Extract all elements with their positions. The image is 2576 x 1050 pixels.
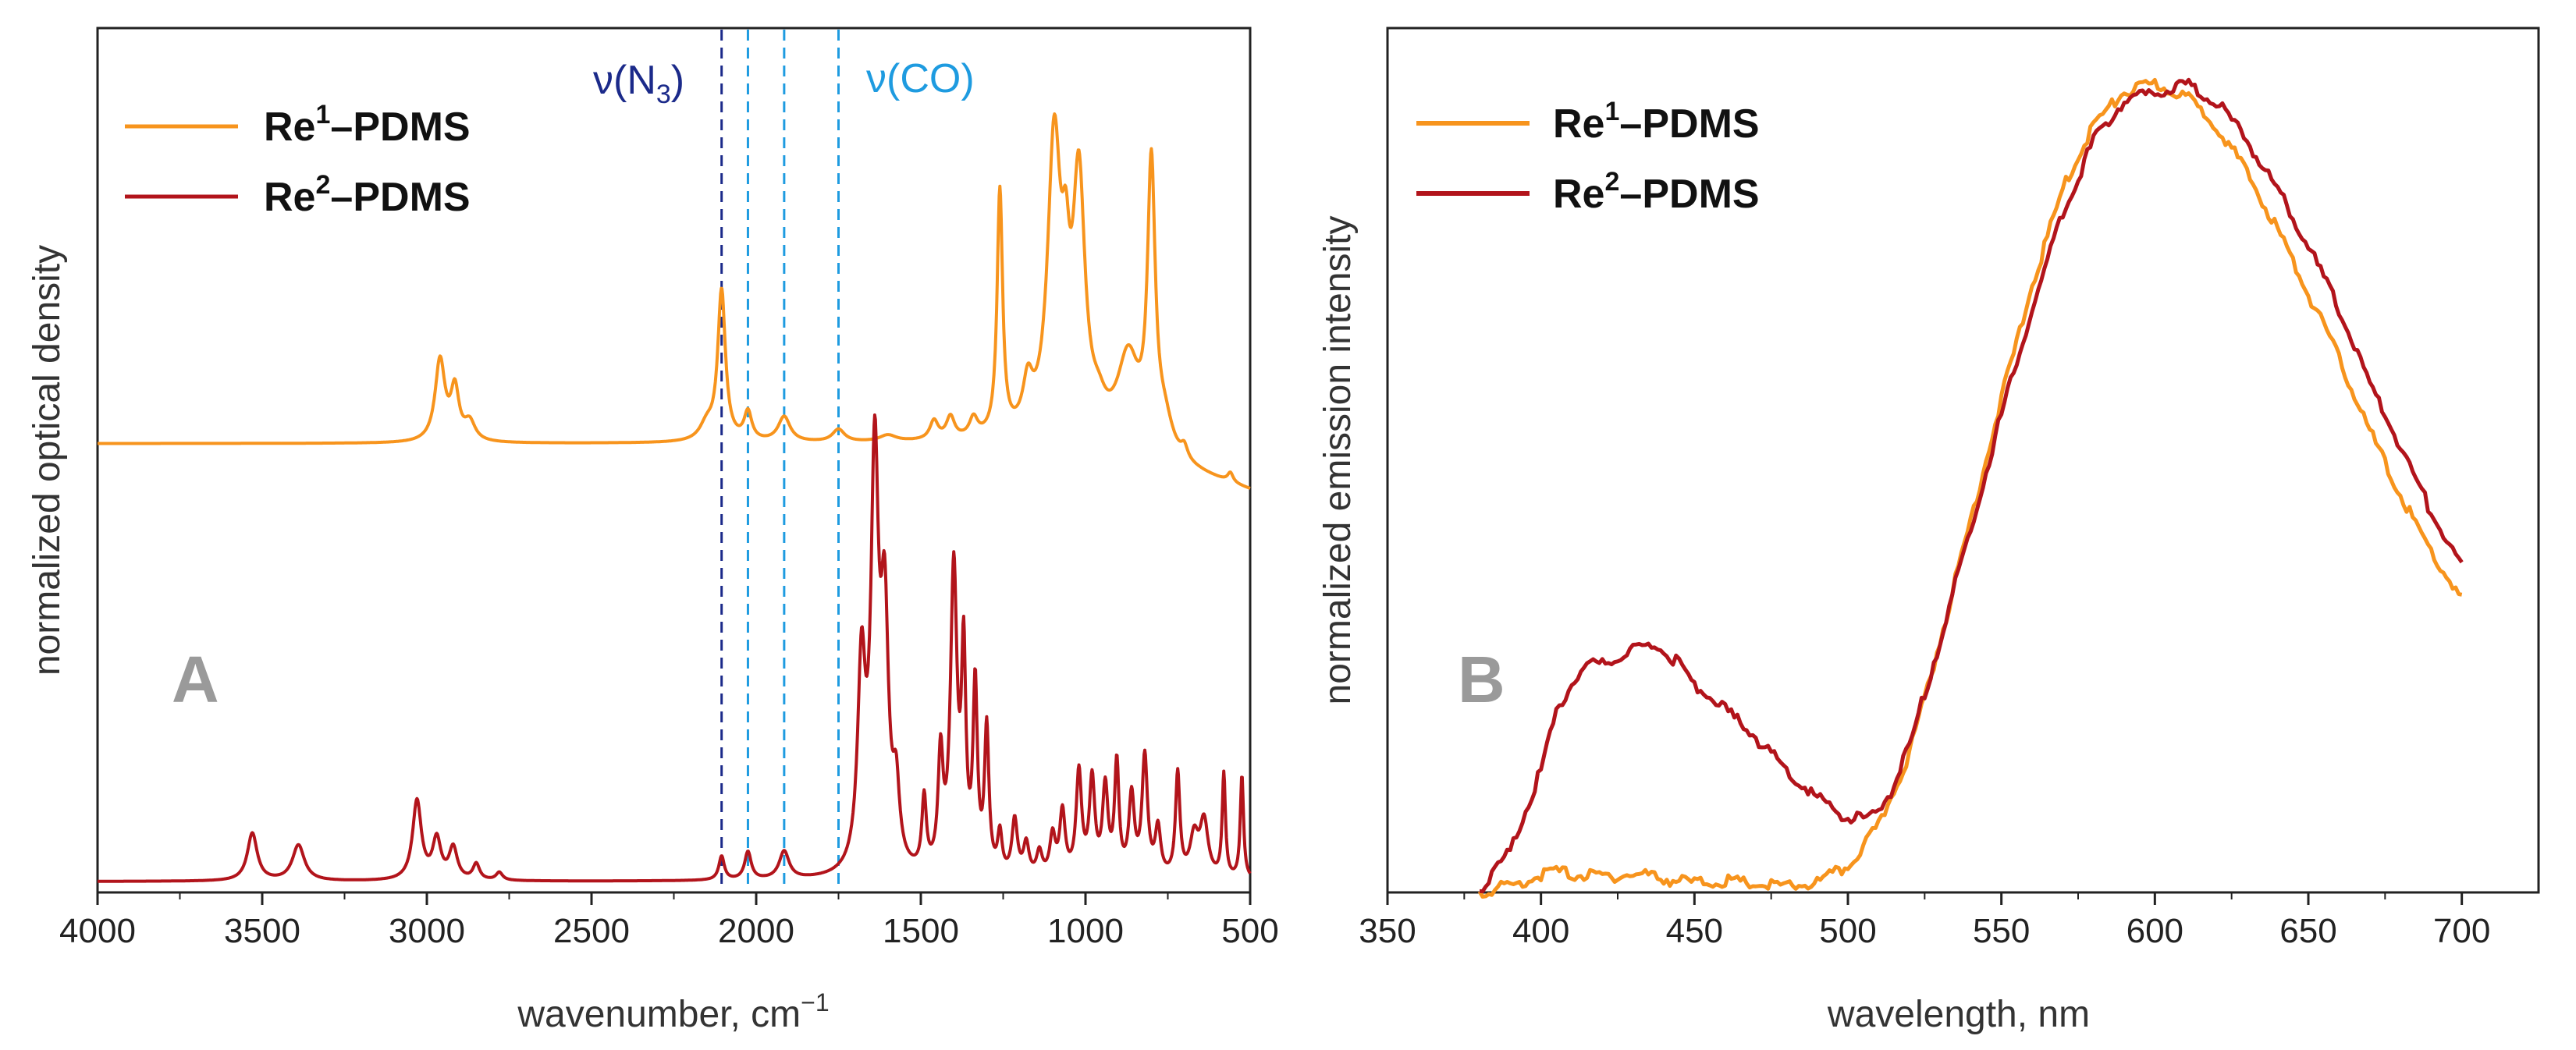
panel-a-legend: Re1–PDMS Re2–PDMS [125, 100, 471, 220]
x-tick-label-a: 2000 [718, 912, 794, 950]
x-tick-label-a: 1000 [1047, 912, 1124, 950]
x-tick-label-b: 400 [1512, 912, 1569, 950]
x-tick-label-b: 500 [1819, 912, 1876, 950]
panel-b-legend: Re1–PDMS Re2–PDMS [1416, 97, 1760, 217]
legend-label-re2: Re2–PDMS [264, 170, 471, 220]
panel-b-letter: B [1458, 643, 1505, 716]
x-tick-label-a: 500 [1221, 912, 1278, 950]
panel-b-x-axis-title: wavelength, nm [1827, 994, 2090, 1035]
panel-a-y-axis-title: normalized optical density [27, 245, 68, 676]
x-tick-label-a: 2500 [553, 912, 630, 950]
x-tick-label-a: 3500 [224, 912, 300, 950]
x-tick-label-b: 600 [2127, 912, 2183, 950]
panel-a: 4000 3500 3000 2500 2000 1500 1000 500 wavenumb… [27, 27, 1279, 1035]
x-tick-label-b: 350 [1359, 912, 1416, 950]
panel-b: 350 400 450 500 550 600 650 700 wavelength, nm … [1317, 27, 2540, 1035]
annotation-co-stretch: ν(CO) [866, 56, 975, 101]
legend-label-re2-b: Re2–PDMS [1553, 167, 1760, 217]
x-tick-label-b: 450 [1666, 912, 1723, 950]
emission-line-2 [1479, 77, 2464, 894]
panel-b-frame [1386, 27, 2540, 894]
x-tick-label-a: 3000 [389, 912, 465, 950]
legend-label-re1: Re1–PDMS [264, 100, 471, 150]
x-tick-label-b: 550 [1973, 912, 2030, 950]
panel-a-x-axis-title: wavenumber, cm−1 [517, 988, 829, 1035]
series-line-2 [96, 413, 1252, 883]
annotation-n3-stretch: ν(N3) [593, 58, 684, 109]
x-tick-label-b: 700 [2433, 912, 2490, 950]
panel-b-y-axis-title: normalized emission intensity [1317, 216, 1359, 705]
legend-label-re1-b: Re1–PDMS [1553, 97, 1760, 147]
series-line-1 [96, 112, 1252, 490]
panel-a-letter: A [172, 643, 219, 716]
x-tick-label-b: 650 [2279, 912, 2336, 950]
x-tick-label-a: 1500 [883, 912, 959, 950]
x-tick-label-a: 4000 [59, 912, 136, 950]
emission-line-1 [1477, 77, 2463, 899]
